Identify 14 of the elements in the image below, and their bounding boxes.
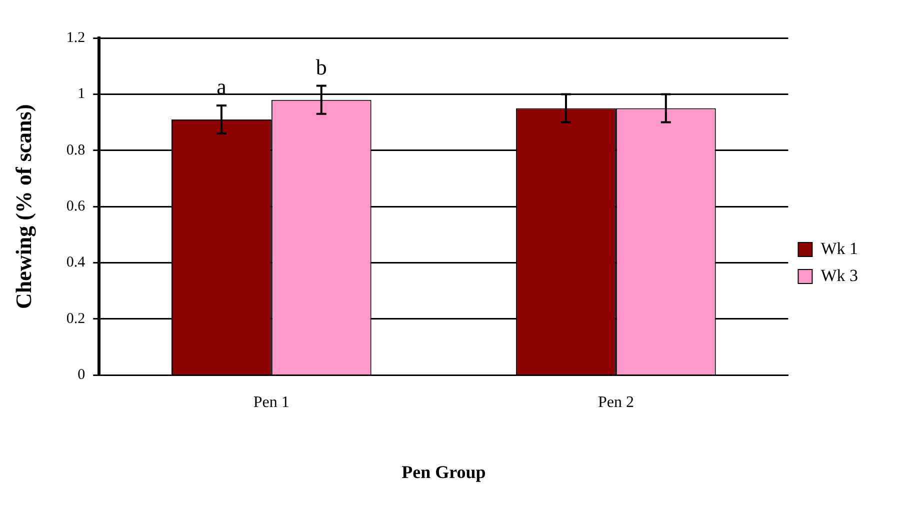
y-tick-label: 0.4 (66, 254, 86, 271)
y-tick-label: 0.2 (66, 310, 86, 327)
x-axis-title: Pen Group (402, 462, 486, 482)
x-tick-label: Pen 1 (253, 394, 290, 412)
annotation: b (316, 54, 327, 80)
y-tick-label: 0 (78, 367, 86, 384)
y-axis-title: Chewing (% of scans) (10, 104, 36, 309)
y-tick-label: 0.6 (66, 198, 86, 215)
y-tick-label: 0.8 (66, 142, 86, 158)
y-tick-label: 1 (78, 86, 86, 102)
legend-label: Wk 3 (820, 266, 858, 285)
y-tick-label: 1.2 (66, 30, 86, 46)
x-tick-label: Pen 2 (598, 394, 634, 412)
legend-label: Wk 1 (820, 238, 858, 258)
